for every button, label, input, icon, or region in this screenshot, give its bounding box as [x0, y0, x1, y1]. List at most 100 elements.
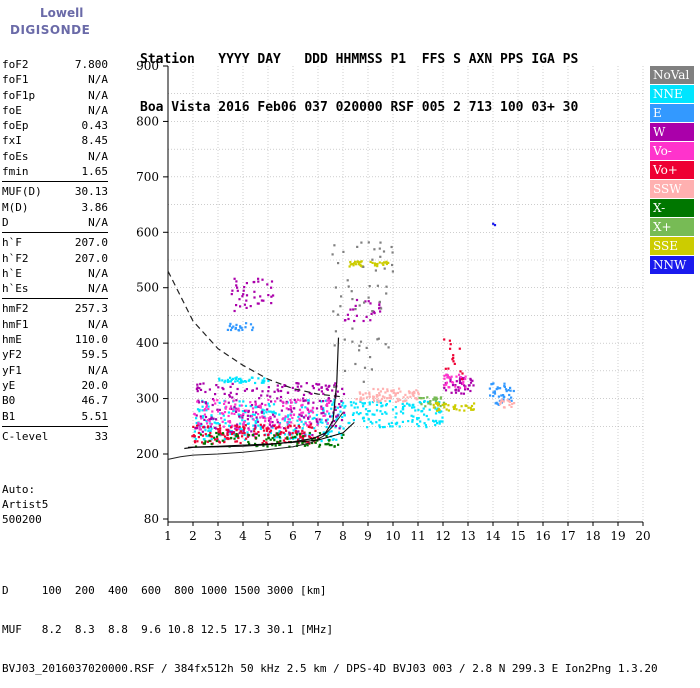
echo-point [292, 407, 295, 410]
echo-point [195, 417, 198, 420]
echo-point [299, 399, 302, 402]
echo-point [452, 407, 456, 410]
param-row: D N/A [2, 215, 108, 230]
echo-point [205, 404, 208, 407]
echo-point [219, 429, 222, 432]
echo-point [282, 439, 285, 442]
echo-point [385, 412, 388, 415]
echo-point [447, 404, 450, 407]
echo-point [510, 405, 513, 408]
echo-point [242, 423, 245, 426]
echo-point [235, 323, 238, 326]
echo-point [267, 294, 270, 297]
echo-point [219, 434, 222, 437]
echo-point [330, 430, 333, 433]
echo-point [444, 389, 448, 392]
echo-point [261, 379, 264, 382]
echo-point [255, 421, 258, 424]
echo-point [323, 414, 326, 417]
param-value: 33 [94, 429, 108, 443]
echo-point [320, 386, 323, 389]
echo-point [334, 330, 337, 333]
echo-point [269, 420, 272, 423]
echo-point [248, 442, 251, 445]
echo-point [218, 401, 221, 404]
echo-point [213, 436, 216, 439]
echo-point [305, 443, 308, 446]
legend-item-x-: X+ [650, 218, 694, 237]
echo-point [235, 284, 238, 287]
echo-point [265, 427, 268, 430]
echo-point [273, 439, 276, 442]
echo-point [224, 407, 227, 410]
echo-point [199, 422, 203, 425]
echo-point [410, 414, 413, 417]
echo-point [326, 432, 330, 435]
echo-point [207, 435, 210, 438]
echo-point [213, 438, 217, 441]
echo-point [267, 437, 270, 440]
echo-point [233, 412, 236, 415]
param-row: hmF2 257.3 [2, 301, 108, 316]
echo-point [259, 425, 262, 428]
echo-point [469, 406, 472, 409]
echo-point [462, 380, 465, 383]
echo-point [352, 419, 355, 422]
echo-point [251, 376, 254, 379]
echo-point [227, 411, 230, 414]
echo-point [464, 375, 467, 378]
echo-point [226, 380, 229, 383]
echo-point [349, 260, 352, 264]
echo-point [363, 301, 366, 304]
echo-point [287, 423, 291, 427]
echo-point [260, 411, 263, 414]
echo-point [202, 426, 205, 429]
echo-point [374, 269, 377, 272]
echo-point [194, 427, 197, 430]
echo-point [473, 402, 476, 405]
echo-point [372, 387, 375, 391]
echo-point [406, 402, 409, 405]
echo-point [267, 379, 270, 383]
echo-point [420, 403, 423, 406]
echo-point [309, 426, 312, 429]
echo-point [284, 437, 287, 440]
echo-point [208, 434, 211, 437]
echo-point [340, 436, 343, 439]
echo-point [402, 400, 405, 403]
echo-point [464, 377, 467, 381]
echo-point [195, 421, 198, 425]
echo-point [339, 425, 342, 428]
param-row: hmE 110.0 [2, 332, 108, 347]
echo-point [260, 394, 263, 397]
echo-point [428, 408, 431, 411]
echo-point [339, 405, 342, 408]
echo-point [417, 391, 420, 394]
echo-point [383, 425, 386, 429]
echo-point [261, 415, 264, 418]
echo-point [465, 404, 468, 408]
echo-point [268, 405, 271, 408]
echo-point [264, 403, 267, 407]
echo-point [299, 418, 302, 422]
echo-point [215, 384, 218, 387]
param-value: N/A [88, 103, 108, 117]
echo-point [384, 404, 388, 407]
echo-point [231, 289, 234, 292]
echo-point [239, 381, 243, 384]
echo-point [291, 432, 294, 435]
echo-point [294, 428, 297, 431]
echo-point [310, 392, 313, 395]
param-value: N/A [88, 317, 108, 331]
echo-point [343, 406, 346, 409]
echo-point [378, 426, 382, 429]
echo-point [335, 438, 338, 441]
echo-point [508, 398, 511, 401]
echo-point [210, 416, 213, 419]
echo-point [253, 413, 256, 416]
echo-point [276, 397, 279, 400]
echo-point [333, 398, 336, 402]
echo-point [301, 429, 304, 432]
echo-point [441, 420, 444, 423]
echo-point [270, 280, 274, 283]
